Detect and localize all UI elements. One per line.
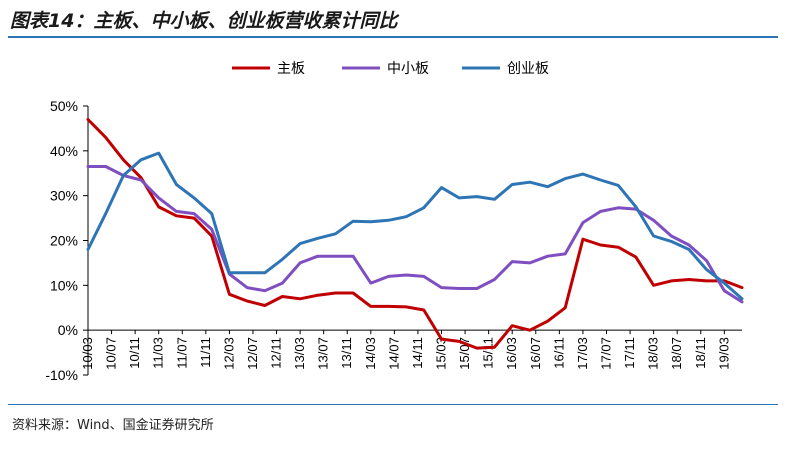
legend-label-3: 创业板 [507, 61, 549, 77]
source-note: 资料来源：Wind、国金证券研究所 [12, 418, 214, 433]
x-tick-label: 13/03 [292, 337, 307, 370]
x-tick-label: 12/07 [245, 337, 260, 370]
x-tick-label: 10/07 [104, 337, 119, 370]
title-divider [8, 36, 778, 38]
x-tick-label: 18/11 [693, 337, 708, 369]
x-tick-label: 14/11 [410, 337, 425, 369]
figure-title: 图表14：主板、中小板、创业板营收累计同比 [10, 10, 398, 32]
y-tick-label: 50% [50, 98, 78, 114]
y-tick-label: 40% [50, 143, 78, 159]
x-tick-label: 16/11 [551, 337, 566, 369]
y-tick-label: 0% [58, 322, 78, 338]
x-tick-label: 19/03 [716, 337, 731, 370]
x-tick-label: 16/07 [528, 337, 543, 370]
revenue-growth-line-chart: 主板 中小板 创业板 -10%0%10%20%30%40%50% 10/03 10/0… [45, 61, 744, 383]
series-layer [86, 118, 744, 350]
x-tick-label: 13/07 [316, 337, 331, 370]
x-tick-label: 14/07 [386, 337, 401, 370]
x-tick-label: 15/11 [481, 337, 496, 369]
series-line-2 [86, 165, 744, 304]
x-tick-label: 15/03 [434, 337, 449, 370]
x-tick-label: 18/03 [646, 337, 661, 370]
x-tick-label: 17/03 [575, 337, 590, 370]
x-tick-label: 11/07 [174, 337, 189, 369]
series-line-3 [86, 151, 744, 301]
x-tick-label: 10/03 [80, 337, 95, 370]
legend-label-1: 主板 [277, 61, 305, 77]
legend-label-2: 中小板 [387, 61, 429, 77]
y-tick-label: 20% [50, 233, 78, 249]
x-tick-label: 12/03 [221, 337, 236, 370]
x-tick-label: 11/03 [151, 337, 166, 369]
x-tick-label: 17/11 [622, 337, 637, 369]
footer-divider [8, 404, 778, 405]
x-tick-label: 11/11 [198, 337, 213, 368]
x-axis: 10/03 10/07 10/11 11/03 11/07 11/11 12/03 12/07… [80, 329, 742, 370]
x-tick-label: 14/03 [363, 337, 378, 370]
x-tick-label: 18/07 [669, 337, 684, 370]
x-tick-label: 13/11 [339, 337, 354, 369]
x-tick-label: 17/07 [598, 337, 613, 370]
y-tick-label: -10% [45, 367, 78, 383]
y-axis: -10% 0% 10% 20% 30% 40% 50% [45, 98, 89, 383]
chart-legend: 主板 中小板 创业板 [232, 61, 549, 77]
x-tick-label: 12/11 [269, 337, 284, 369]
y-tick-label: 10% [50, 277, 78, 293]
x-tick-label: 16/03 [504, 337, 519, 370]
x-tick-label: 10/11 [127, 337, 142, 369]
series-line-1 [86, 118, 744, 350]
y-tick-label: 30% [50, 188, 78, 204]
